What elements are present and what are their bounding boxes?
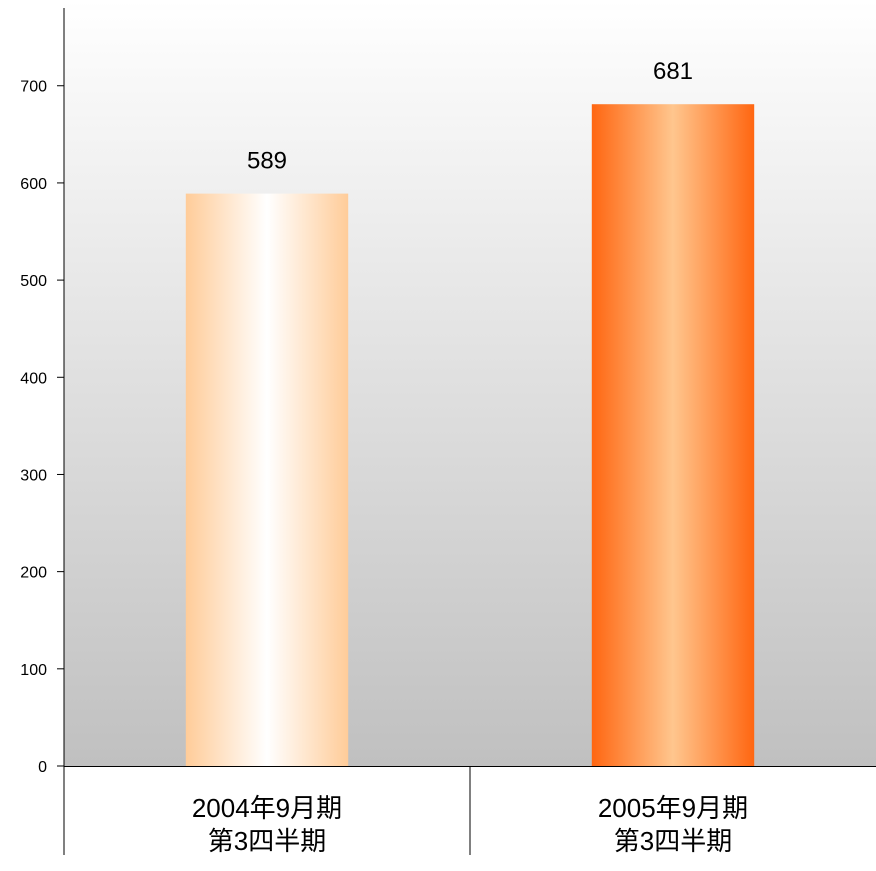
x-category-label: 第3四半期	[208, 826, 326, 856]
y-tick-label: 300	[20, 467, 47, 484]
bars-group	[185, 104, 755, 767]
y-tick-label: 500	[20, 273, 47, 290]
data-label: 589	[247, 148, 287, 175]
x-category-label: 2004年9月期	[192, 793, 342, 823]
data-labels-group: 589 681	[247, 58, 693, 174]
y-tick-label: 600	[20, 176, 47, 193]
y-tick-label: 700	[20, 79, 47, 96]
y-tick-label: 200	[20, 565, 47, 582]
bar	[591, 104, 755, 766]
data-label: 681	[653, 58, 693, 85]
y-tick-label: 100	[20, 662, 47, 679]
y-tick-label: 400	[20, 370, 47, 387]
x-category-label: 2005年9月期	[598, 793, 748, 823]
y-tick-label: 0	[38, 759, 47, 776]
y-ticks-group: 0 100 200 300 400 500 600 700	[20, 79, 64, 776]
bar	[185, 193, 349, 767]
x-category-label: 第3四半期	[614, 826, 732, 856]
